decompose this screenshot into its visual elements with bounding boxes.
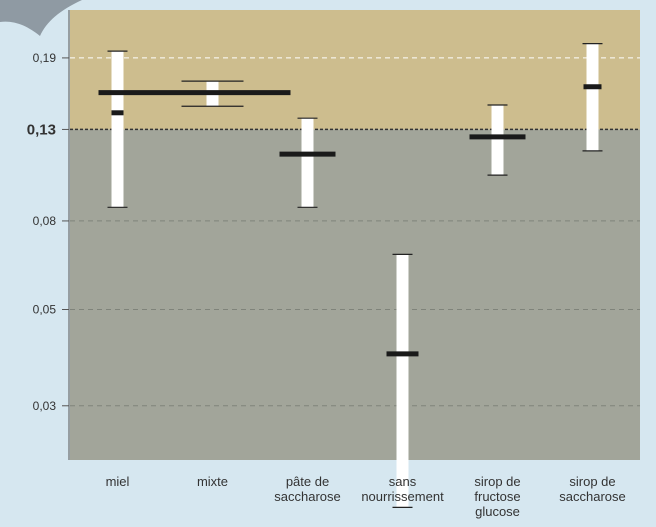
range-box	[111, 51, 124, 208]
category-label: miel	[106, 474, 130, 489]
category-label: saccharose	[274, 489, 340, 504]
category-label: fructose	[474, 489, 520, 504]
category-label: sirop de	[474, 474, 520, 489]
y-tick-label: 0,03	[33, 399, 57, 413]
category-label: pâte de	[286, 474, 329, 489]
leaf-shape-icon	[0, 0, 82, 36]
category-label: sans	[389, 474, 417, 489]
category-label: glucose	[475, 504, 520, 519]
y-tick-label: 0,05	[33, 303, 57, 317]
lower-band	[70, 129, 640, 460]
category-label: saccharose	[559, 489, 625, 504]
y-tick-label: 0,08	[33, 214, 57, 228]
category-label: sirop de	[569, 474, 615, 489]
y-tick-label: 0,19	[33, 51, 57, 65]
upper-band	[70, 10, 640, 130]
range-box	[586, 43, 599, 151]
range-box	[301, 118, 314, 208]
category-label: mixte	[197, 474, 228, 489]
category-label: nourrissement	[361, 489, 444, 504]
y-tick-label: 0,13	[27, 121, 56, 138]
range-box	[491, 104, 504, 176]
range-box	[396, 254, 409, 508]
